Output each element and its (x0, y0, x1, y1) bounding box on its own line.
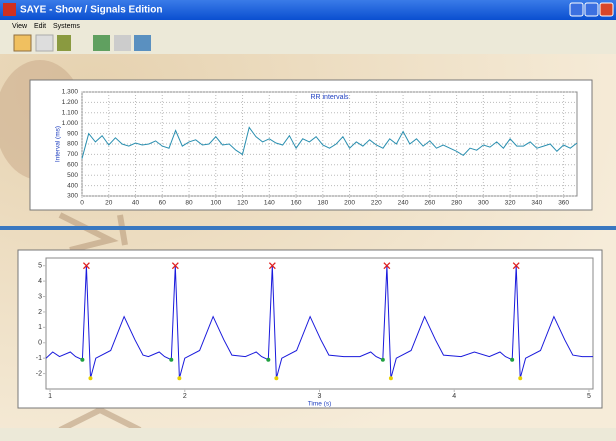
plot-area (46, 258, 593, 389)
tool-button[interactable] (14, 35, 31, 51)
x-tick-label: 0 (80, 200, 84, 207)
point-marker (381, 358, 385, 362)
y-tick-label: 0 (38, 340, 42, 347)
x-tick-label: 180 (317, 200, 328, 207)
x-tick-label: 60 (159, 200, 167, 207)
y-tick-label: 800 (67, 141, 78, 148)
x-tick-label: 360 (558, 200, 569, 207)
point-marker (274, 376, 278, 380)
tool-button[interactable] (36, 35, 53, 51)
y-tick-label: 4 (38, 278, 42, 285)
chart-title: RR intervals (310, 94, 349, 101)
y-tick-label: 600 (67, 162, 78, 169)
point-marker (177, 376, 181, 380)
tool-button[interactable] (93, 35, 110, 51)
app-icon (3, 3, 16, 16)
y-tick-label: 500 (67, 172, 78, 179)
y-axis-label: Interval (ms) (55, 126, 62, 162)
x-tick-label: 100 (210, 200, 221, 207)
x-tick-label: 320 (505, 200, 516, 207)
y-tick-label: 3 (38, 293, 42, 300)
maximize-button[interactable] (585, 3, 598, 16)
y-tick-label: -2 (36, 370, 42, 377)
point-marker (169, 358, 173, 362)
tool-button[interactable] (114, 35, 131, 51)
window-title: SAYE - Show / Signals Edition (20, 5, 162, 16)
y-tick-label: 5 (38, 263, 42, 270)
point-marker (518, 376, 522, 380)
close-button[interactable] (600, 3, 613, 16)
point-marker (88, 376, 92, 380)
y-tick-label: 1.100 (62, 110, 79, 117)
menu-item[interactable]: Edit (34, 23, 46, 30)
point-marker (389, 376, 393, 380)
x-tick-label: 3 (318, 393, 322, 400)
y-tick-label: 1.300 (62, 89, 79, 96)
x-tick-label: 240 (398, 200, 409, 207)
y-tick-label: 700 (67, 151, 78, 158)
x-tick-label: 1 (48, 393, 52, 400)
x-tick-label: 80 (185, 200, 193, 207)
x-tick-label: 220 (371, 200, 382, 207)
tool-button[interactable] (57, 35, 71, 51)
y-tick-label: 2 (38, 309, 42, 316)
y-tick-label: 1.000 (62, 120, 79, 127)
x-tick-label: 20 (105, 200, 113, 207)
point-marker (80, 358, 84, 362)
y-tick-label: 300 (67, 193, 78, 200)
toolbar (0, 31, 616, 54)
x-tick-label: 340 (531, 200, 542, 207)
x-tick-label: 2 (183, 393, 187, 400)
y-tick-label: 400 (67, 182, 78, 189)
menu-bar (0, 20, 616, 31)
y-tick-label: -1 (36, 355, 42, 362)
app-window: SAYE - Show / Signals Edition View Edit … (0, 0, 616, 441)
x-tick-label: 260 (424, 200, 435, 207)
tool-button[interactable] (134, 35, 151, 51)
x-tick-label: 140 (264, 200, 275, 207)
y-tick-label: 900 (67, 130, 78, 137)
x-tick-label: 200 (344, 200, 355, 207)
splitter[interactable] (0, 226, 616, 230)
point-marker (266, 358, 270, 362)
x-tick-label: 4 (452, 393, 456, 400)
x-tick-label: 280 (451, 200, 462, 207)
y-tick-label: 1 (38, 324, 42, 331)
x-tick-label: 120 (237, 200, 248, 207)
x-tick-label: 160 (291, 200, 302, 207)
x-tick-label: 5 (587, 393, 591, 400)
status-bar (0, 428, 616, 441)
x-tick-label: 40 (132, 200, 140, 207)
minimize-button[interactable] (570, 3, 583, 16)
menu-item[interactable]: Systems (53, 23, 80, 30)
x-axis-label: Time (s) (308, 401, 332, 408)
menu-item[interactable]: View (12, 23, 28, 30)
y-tick-label: 1.200 (62, 99, 79, 106)
x-tick-label: 300 (478, 200, 489, 207)
point-marker (510, 358, 514, 362)
